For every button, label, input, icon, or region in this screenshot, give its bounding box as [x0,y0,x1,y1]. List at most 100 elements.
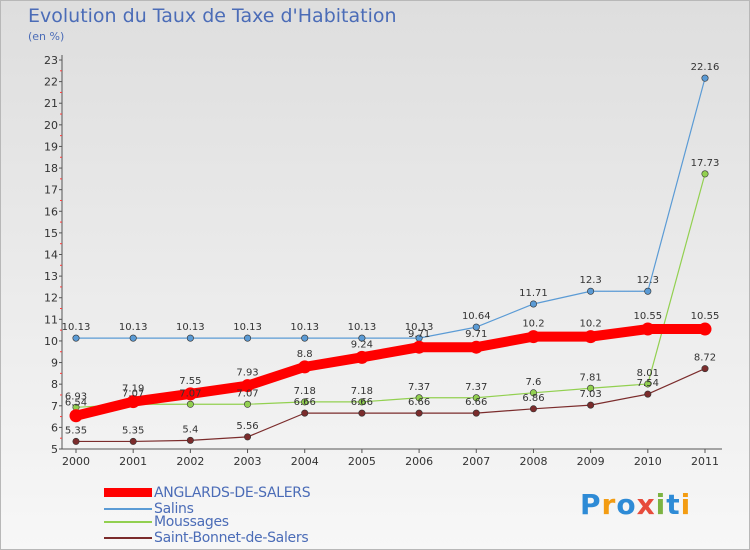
logo-letter: i [655,488,667,521]
x-tick-label: 2004 [291,455,319,468]
data-label-2: 7.37 [408,382,430,393]
series-point-3 [129,437,137,445]
series-point-0 [241,379,255,393]
series-point-3 [358,409,366,417]
x-tick-label: 2001 [119,455,147,468]
y-tick-label: 13 [44,270,58,283]
data-label-0: 7.55 [179,376,201,387]
data-label-3: 7.54 [637,378,659,389]
series-line-1 [75,77,706,339]
series-point-2 [415,394,423,402]
data-label-2: 7.18 [351,386,373,397]
series-point-1 [701,74,709,82]
data-label-1: 10.13 [405,322,434,333]
y-tick-label: 19 [44,140,58,153]
y-tick-label: 23 [44,54,58,67]
y-tick-label: 8 [51,378,58,391]
y-tick-label: 14 [44,249,58,262]
data-label-2: 7.07 [122,388,144,399]
legend-swatch-moussages [104,521,152,523]
x-tick-label: 2008 [519,455,547,468]
y-tick-label: 22 [44,76,58,89]
series-point-1 [472,323,480,331]
series-point-2 [301,398,309,406]
x-tick-label: 2009 [577,455,605,468]
data-label-3: 5.35 [65,425,87,436]
series-point-1 [72,334,80,342]
y-tick-label: 5 [51,443,58,456]
data-label-2: 7.07 [179,388,201,399]
data-label-3: 6.66 [408,397,430,408]
data-label-2: 7.18 [294,386,316,397]
legend-label-salins: Salins [154,501,194,517]
data-label-0: 10.55 [633,311,662,322]
data-label-1: 10.13 [62,322,91,333]
x-tick-label: 2006 [405,455,433,468]
series-point-0 [355,350,369,364]
series-point-2 [701,170,709,178]
x-tick-label: 2007 [462,455,490,468]
series-point-2 [472,394,480,402]
y-tick-label: 17 [44,184,58,197]
legend-swatch-salins [104,508,152,510]
data-label-2: 8.01 [637,368,659,379]
x-tick-label: 2005 [348,455,376,468]
series-point-0 [641,322,655,336]
series-line-2 [75,173,706,408]
series-point-3 [301,409,309,417]
series-point-3 [72,437,80,445]
data-label-0: 7.19 [122,384,144,395]
logo-letter: i [680,488,692,521]
y-tick-label: 9 [51,357,58,370]
series-point-3 [701,365,709,373]
series-point-1 [301,334,309,342]
series-point-1 [244,334,252,342]
data-label-3: 6.66 [351,397,373,408]
series-line-0 [71,324,710,421]
series-point-1 [644,287,652,295]
data-label-3: 5.4 [182,424,198,435]
series-point-1 [587,287,595,295]
data-label-1: 10.13 [233,322,262,333]
series-point-3 [415,409,423,417]
data-label-1: 10.13 [119,322,148,333]
logo-letter: r [601,488,617,521]
logo-letter: o [616,488,637,521]
series-point-3 [587,401,595,409]
legend-label-anglards: ANGLARDS-DE-SALERS [154,485,311,501]
data-label-0: 10.2 [522,319,544,330]
series-point-1 [129,334,137,342]
data-label-3: 7.03 [580,389,602,400]
series-point-3 [529,405,537,413]
data-label-0: 9.71 [408,329,430,340]
series-point-0 [183,387,197,401]
data-label-3: 5.56 [236,421,258,432]
series-point-1 [358,334,366,342]
series-point-0 [298,360,312,374]
series-point-1 [186,334,194,342]
data-label-3: 8.72 [694,353,716,364]
series-point-2 [358,398,366,406]
data-label-0: 9.24 [351,339,373,350]
series-point-0 [584,330,598,344]
data-label-0: 8.8 [297,349,313,360]
y-tick-label: 16 [44,205,58,218]
series-point-2 [529,389,537,397]
data-label-0: 10.55 [691,311,720,322]
series-point-2 [244,400,252,408]
series-point-2 [186,400,194,408]
unit-label: (en %) [28,30,65,43]
logo-letter: t [666,488,681,521]
series-point-0 [412,340,426,354]
series-point-3 [644,390,652,398]
data-label-2: 17.73 [691,158,720,169]
series-point-0 [526,330,540,344]
data-label-1: 22.16 [691,62,720,73]
logo-letter: P [580,488,602,521]
data-label-1: 12.3 [580,275,602,286]
data-label-2: 7.6 [526,377,542,388]
data-label-2: 7.81 [580,372,602,383]
legend-label-moussages: Moussages [154,514,229,530]
series-point-3 [244,433,252,441]
